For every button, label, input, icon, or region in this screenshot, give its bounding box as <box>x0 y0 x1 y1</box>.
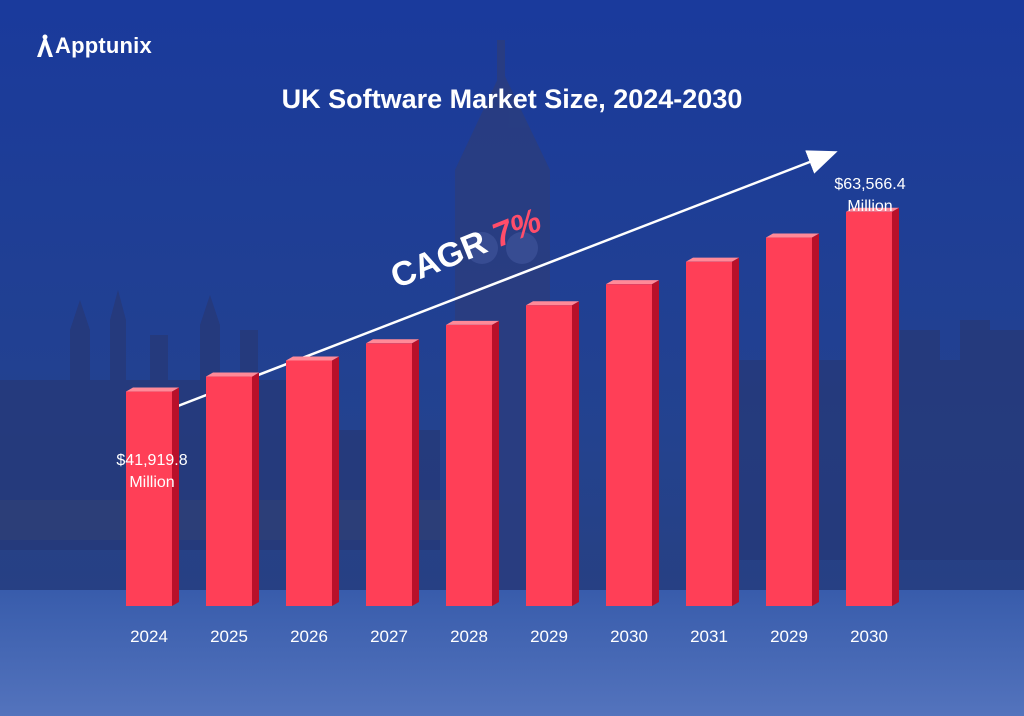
bar-side <box>812 233 819 606</box>
apptunix-logo-icon <box>37 34 53 57</box>
bar-2028-4 <box>446 320 499 606</box>
bar-2029-8 <box>766 233 819 606</box>
x-tick-label: 2027 <box>370 627 408 646</box>
bar-top <box>286 356 339 361</box>
bar-side <box>732 257 739 606</box>
bar-side <box>492 320 499 606</box>
end-value-callout: $63,566.4 Million <box>800 174 940 218</box>
bar-front <box>846 211 892 606</box>
x-tick-label: 2024 <box>130 627 168 646</box>
bar-top <box>126 387 179 392</box>
start-unit: Million <box>129 474 175 491</box>
bar-2031-7 <box>686 257 739 606</box>
brand-name: Apptunix <box>55 33 152 58</box>
bar-side <box>412 339 419 606</box>
bar-2030-6 <box>606 280 659 606</box>
bar-2025-1 <box>206 372 259 606</box>
bar-front <box>286 360 332 606</box>
x-tick-label: 2028 <box>450 627 488 646</box>
bar-top <box>606 280 659 285</box>
start-value: $41,919.8 <box>116 452 188 469</box>
bar-top <box>366 339 419 344</box>
x-tick-label: 2030 <box>610 627 648 646</box>
bar-front <box>686 261 732 606</box>
bar-top <box>846 207 899 212</box>
bar-front <box>126 391 172 606</box>
bar-front <box>766 237 812 606</box>
bar-front <box>366 343 412 606</box>
growth-arrow <box>151 150 838 418</box>
x-tick-label: 2026 <box>290 627 328 646</box>
bar-top <box>206 372 259 377</box>
bar-side <box>252 372 259 606</box>
bar-side <box>892 207 899 606</box>
bar-2029-5 <box>526 301 579 606</box>
bar-2027-3 <box>366 339 419 606</box>
bar-side <box>332 356 339 606</box>
bar-top <box>526 301 579 306</box>
bar-front <box>446 324 492 606</box>
start-value-callout: $41,919.8 Million <box>82 450 222 494</box>
bar-side <box>652 280 659 606</box>
x-tick-label: 2031 <box>690 627 728 646</box>
bar-side <box>572 301 579 606</box>
bar-front <box>526 305 572 606</box>
x-tick-label: 2030 <box>850 627 888 646</box>
bar-top <box>766 233 819 238</box>
x-tick-label: 2029 <box>770 627 808 646</box>
bar-front <box>606 284 652 606</box>
bar-2030-9 <box>846 207 899 606</box>
x-tick-label: 2025 <box>210 627 248 646</box>
bar-side <box>172 387 179 606</box>
bar-front <box>206 376 252 606</box>
bar-top <box>446 320 499 325</box>
end-value: $63,566.4 <box>834 176 906 193</box>
end-unit: Million <box>847 198 893 215</box>
bar-2026-2 <box>286 356 339 606</box>
brand-logo: Apptunix <box>36 33 152 59</box>
bar-top <box>686 257 739 262</box>
chart-title: UK Software Market Size, 2024-2030 <box>281 84 743 114</box>
x-tick-label: 2029 <box>530 627 568 646</box>
bar-2024-0 <box>126 387 179 606</box>
